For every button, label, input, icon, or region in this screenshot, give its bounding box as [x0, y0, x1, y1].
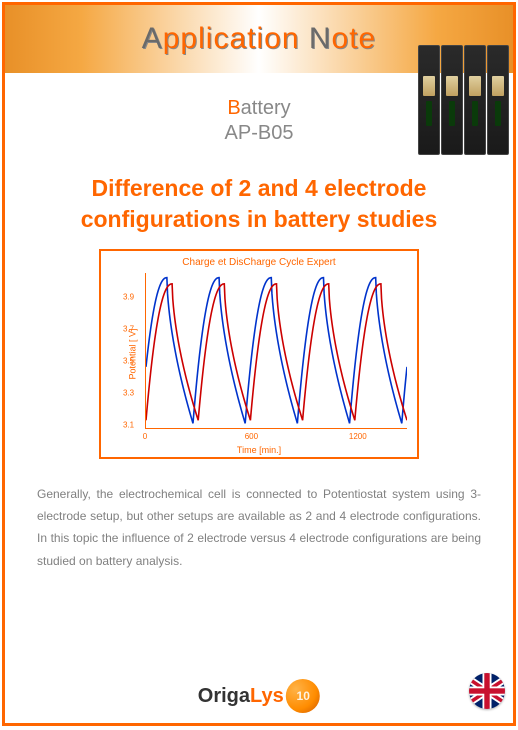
- main-title: Difference of 2 and 4 electrode configur…: [25, 173, 493, 235]
- footer: OrigaLys: [5, 665, 513, 713]
- title-cap-a: A: [142, 22, 163, 55]
- chart-xtick: 0: [143, 432, 147, 441]
- device-4: [487, 45, 509, 155]
- category-initial: B: [227, 97, 240, 119]
- chart-ylabel: Potential [ V]: [128, 329, 138, 380]
- brand-logo: OrigaLys: [198, 679, 320, 713]
- title-word1: pplication: [163, 22, 300, 55]
- category-rest: attery: [241, 97, 291, 119]
- brand-part2: Lys: [250, 685, 284, 707]
- chart-ytick: 3.5: [123, 357, 134, 366]
- chart-xtick: 1200: [349, 432, 367, 441]
- page-frame: Application Note Battery AP-B05 Differen…: [2, 2, 516, 726]
- anniversary-seal-icon: [286, 679, 320, 713]
- chart-frame: Charge et DisCharge Cycle Expert Potenti…: [99, 249, 419, 459]
- chart-ytick: 3.1: [123, 421, 134, 430]
- device-1: [418, 45, 440, 155]
- device-3: [464, 45, 486, 155]
- title-word2: ote: [332, 22, 377, 55]
- chart-xtick: 600: [245, 432, 258, 441]
- chart-series-red: [146, 284, 407, 420]
- chart-title: Charge et DisCharge Cycle Expert: [107, 257, 411, 268]
- uk-flag-icon: [469, 673, 505, 709]
- device-2: [441, 45, 463, 155]
- device-stack-image: [418, 45, 509, 155]
- header-title: Application Note: [142, 22, 377, 56]
- chart-ytick: 3.3: [123, 389, 134, 398]
- body-paragraph: Generally, the electrochemical cell is c…: [37, 483, 481, 572]
- chart-svg: [146, 273, 407, 428]
- chart-ytick: 3.7: [123, 325, 134, 334]
- brand-text: OrigaLys: [198, 685, 284, 708]
- brand-part1: Origa: [198, 685, 250, 707]
- title-cap-n: N: [309, 22, 332, 55]
- chart-xlabel: Time [min.]: [237, 445, 281, 455]
- chart-plot-area: [145, 273, 407, 429]
- chart-ytick: 3.9: [123, 293, 134, 302]
